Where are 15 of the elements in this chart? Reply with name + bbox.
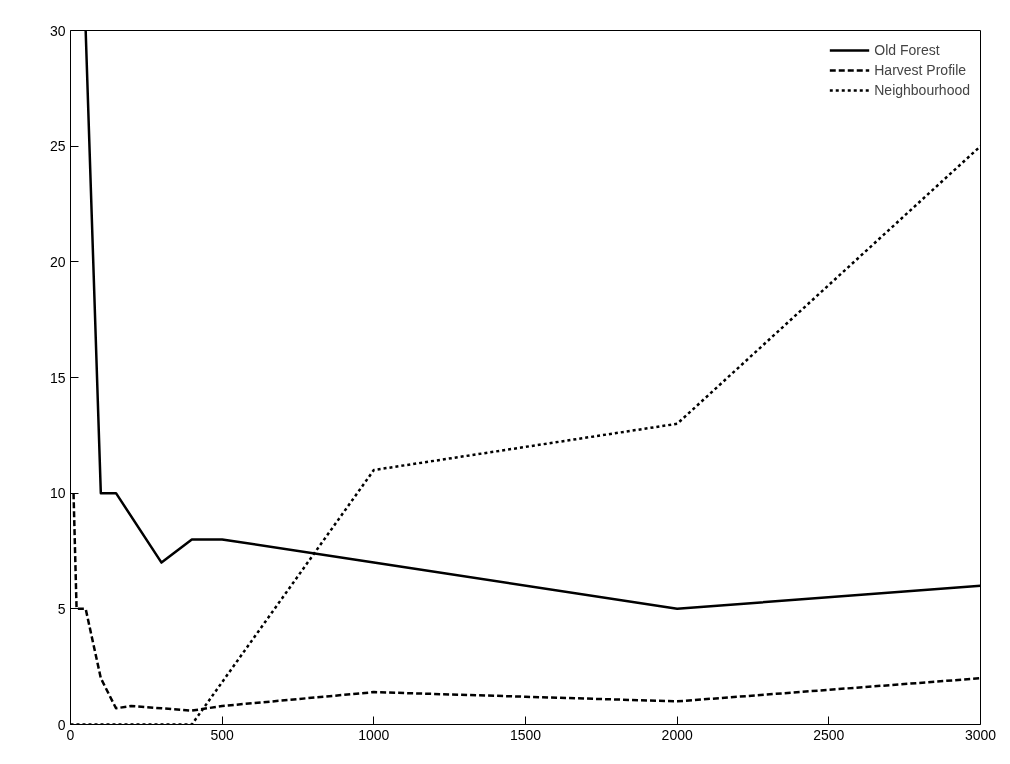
- x-tick-label: 3000: [964, 726, 997, 743]
- y-tick-label: 30: [49, 22, 66, 39]
- x-tick-label: 2000: [661, 726, 693, 743]
- legend-label: Neighbourhood: [874, 82, 970, 98]
- y-tick-label: 10: [49, 485, 66, 502]
- y-tick-label: 20: [49, 253, 66, 270]
- y-tick-label: 15: [49, 369, 66, 386]
- x-tick-label: 1500: [509, 726, 542, 743]
- y-tick-label: 5: [57, 600, 66, 617]
- x-tick-label: 1000: [358, 726, 390, 743]
- x-tick-label: 500: [210, 726, 235, 743]
- x-tick-label: 2500: [813, 726, 845, 743]
- y-tick-label: 25: [49, 138, 66, 155]
- legend-label: Old Forest: [874, 42, 940, 58]
- legend-label: Harvest Profile: [874, 62, 967, 78]
